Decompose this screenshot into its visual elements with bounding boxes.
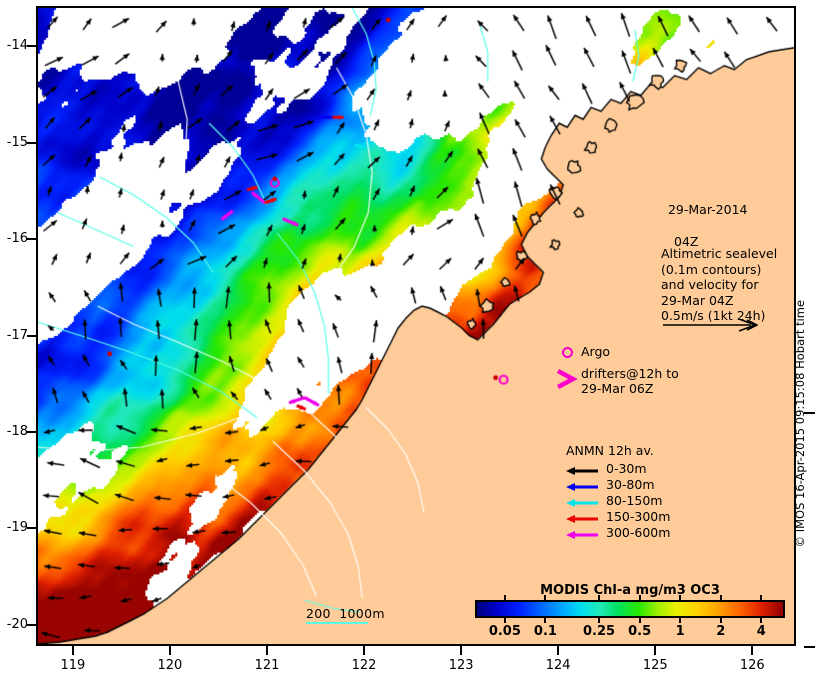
y-tick-mark <box>27 334 36 337</box>
argo-legend-label: Argo <box>581 344 611 359</box>
colorbar-tick-lower <box>544 617 547 623</box>
x-tick-mark <box>751 646 754 655</box>
x-tick-label: 121 <box>254 658 280 673</box>
anmn-arrow-icon <box>566 510 600 523</box>
colorbar-tick-lower <box>719 617 722 623</box>
date-stamp-line1: 29-Mar-2014 <box>667 202 748 217</box>
x-tick-label: 120 <box>157 658 183 673</box>
scalebar-1000m-line <box>306 622 368 624</box>
colorbar-tick-upper <box>719 595 722 601</box>
y-tick-label: -19 <box>6 520 28 536</box>
y-tick-mark <box>27 623 36 626</box>
x-tick-label: 126 <box>739 658 765 673</box>
imos-credit: © IMOS 16-Apr-2015 09:15:08 Hobart time <box>793 300 807 548</box>
x-tick-mark <box>460 646 463 655</box>
y-tick-label: -14 <box>6 38 28 54</box>
anmn-legend-label: 0-30m <box>606 461 647 476</box>
colorbar-tick-label: 2 <box>716 624 726 639</box>
colorbar-tick-label: 0.05 <box>488 624 521 639</box>
colorbar[interactable] <box>475 600 785 618</box>
x-tick-mark <box>557 646 560 655</box>
x-tick-mark <box>266 646 268 655</box>
colorbar-tick-label: 0.1 <box>533 624 557 639</box>
y-tick-label: -20 <box>6 616 28 632</box>
colorbar-title: MODIS Chl-a mg/m3 OC3 <box>540 583 720 598</box>
scalebar-label: 200 1000m <box>306 606 385 621</box>
colorbar-tick-label: 1 <box>675 624 685 639</box>
right-tick-lower <box>804 646 815 648</box>
colorbar-tick-label: 0.5 <box>628 624 652 639</box>
colorbar-tick-lower <box>679 617 682 623</box>
drifter-marker-icon <box>556 368 580 390</box>
anmn-arrow-icon <box>566 526 600 539</box>
colorbar-tick-lower <box>638 617 641 623</box>
y-tick-mark <box>27 238 36 241</box>
colorbar-tick-label: 0.25 <box>583 624 616 639</box>
y-tick-label: -15 <box>6 134 28 150</box>
date-stamp: 29-Mar-2014 04Z <box>660 186 748 266</box>
argo-marker-icon <box>562 347 573 358</box>
y-tick-mark <box>27 527 36 530</box>
y-tick-mark <box>27 141 36 144</box>
colorbar-tick-upper <box>598 595 601 601</box>
colorbar-tick-upper <box>544 595 547 601</box>
anmn-legend-label: 300-600m <box>606 525 671 540</box>
y-tick-label: -17 <box>6 327 28 343</box>
anmn-legend-title: ANMN 12h av. <box>566 443 654 458</box>
anmn-arrow-icon <box>566 478 600 491</box>
x-tick-mark <box>71 646 74 655</box>
anmn-legend-label: 30-80m <box>606 477 655 492</box>
map-plot-area[interactable] <box>36 6 796 646</box>
vector-and-contour-overlay <box>38 8 794 644</box>
right-tick-upper <box>804 412 815 414</box>
colorbar-tick-lower <box>503 617 506 623</box>
x-tick-mark <box>654 646 657 655</box>
y-tick-mark <box>27 431 36 434</box>
colorbar-tick-lower <box>598 617 601 623</box>
x-tick-mark <box>363 646 366 655</box>
colorbar-tick-lower <box>760 617 763 623</box>
altimetric-note: Altimetric sealevel (0.1m contours) and … <box>661 246 778 323</box>
colorbar-tick-label: 4 <box>756 624 766 639</box>
colorbar-tick-upper <box>760 595 763 601</box>
colorbar-tick-upper <box>638 595 641 601</box>
anmn-arrow-icon <box>566 462 600 475</box>
x-tick-label: 122 <box>351 658 377 673</box>
y-tick-mark <box>27 45 36 48</box>
x-tick-label: 124 <box>545 658 571 673</box>
colorbar-tick-upper <box>679 595 682 601</box>
x-tick-label: 125 <box>642 658 668 673</box>
anmn-legend-label: 150-300m <box>606 509 671 524</box>
drifter-legend-label: drifters@12h to 29-Mar 06Z <box>581 366 679 396</box>
colorbar-tick-upper <box>503 595 506 601</box>
y-tick-label: -18 <box>6 424 28 440</box>
x-tick-label: 119 <box>60 658 86 673</box>
x-tick-mark <box>168 646 171 655</box>
x-tick-label: 123 <box>448 658 474 673</box>
anmn-legend-label: 80-150m <box>606 493 663 508</box>
y-tick-label: -16 <box>6 231 28 247</box>
velocity-scale-arrow-icon <box>663 318 759 332</box>
date-stamp-line2: 04Z <box>674 234 699 249</box>
anmn-arrow-icon <box>566 494 600 507</box>
